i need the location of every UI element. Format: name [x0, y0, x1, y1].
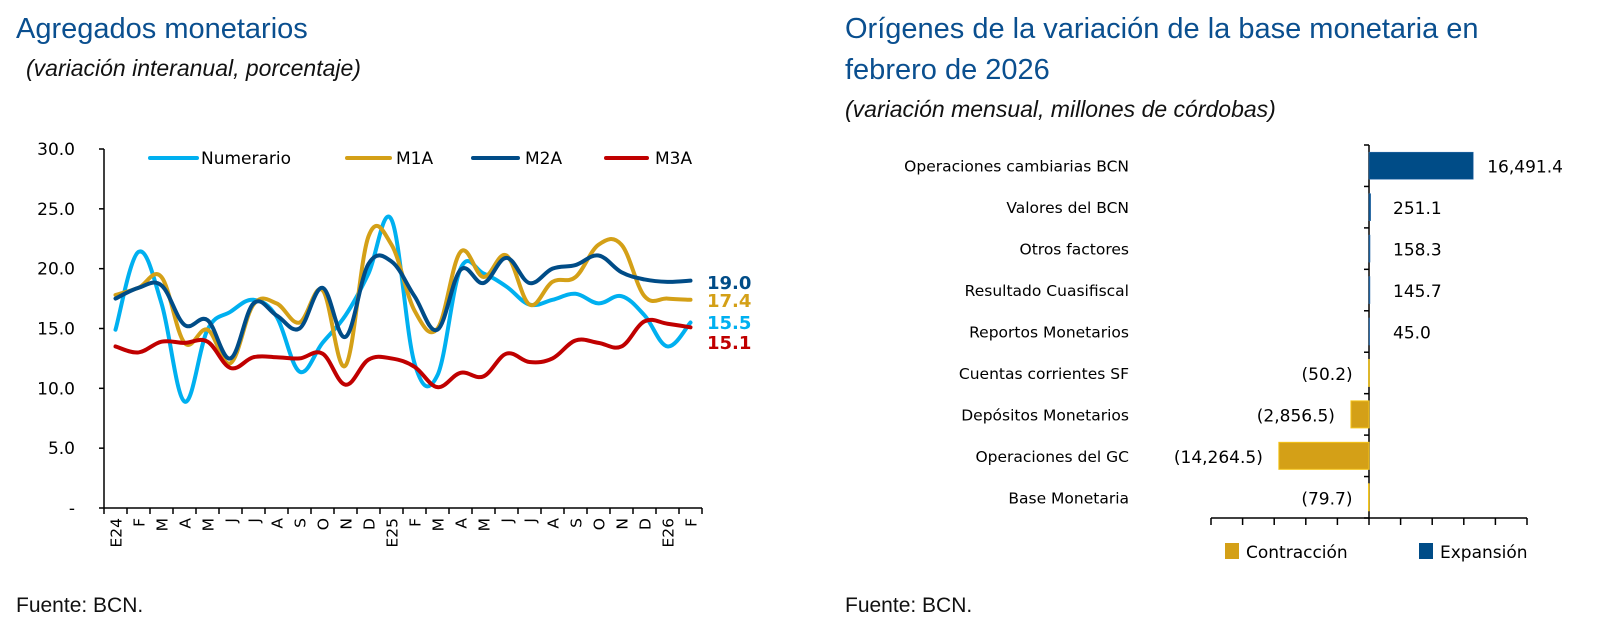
end-label-m2a: 19.0 [707, 273, 751, 294]
end-label-m1a: 17.4 [707, 291, 751, 312]
category-label: Reportos Monetarios [969, 324, 1129, 342]
y-tick-label: 5.0 [48, 439, 75, 459]
x-tick-label: F [407, 518, 425, 527]
x-tick-label: J [522, 518, 540, 524]
category-label: Resultado Cuasifiscal [965, 282, 1129, 300]
y-tick-label: 20.0 [37, 260, 75, 280]
category-label: Base Monetaria [1008, 489, 1129, 507]
right-chart-subtitle: (variación mensual, millones de córdobas… [845, 96, 1276, 122]
bar [1368, 276, 1371, 304]
category-label: Otros factores [1020, 241, 1129, 259]
x-tick-label: A [545, 518, 563, 529]
x-tick-label: A [177, 518, 195, 529]
x-tick-label: F [131, 518, 149, 527]
x-tick-label: N [338, 518, 356, 530]
x-tick-label: E24 [108, 518, 126, 548]
value-label: (14,264.5) [1174, 448, 1263, 468]
value-label: 16,491.4 [1487, 158, 1563, 178]
category-label: Cuentas corrientes SF [959, 365, 1129, 383]
value-label: 251.1 [1393, 199, 1442, 219]
x-tick-label: A [453, 518, 471, 529]
bar [1368, 358, 1370, 387]
category-label: Valores del BCN [1006, 199, 1129, 217]
series-line-m1a [113, 223, 693, 369]
series-line-numerario [113, 214, 693, 404]
legend-label-m2a: M2A [525, 149, 562, 169]
x-tick-label: D [361, 518, 379, 530]
legend-label-m3a: M3A [655, 149, 692, 169]
y-tick-label: 25.0 [37, 200, 75, 220]
value-label: 158.3 [1393, 241, 1442, 261]
end-label-numerario: 15.5 [707, 313, 751, 334]
value-label: (2,856.5) [1257, 406, 1335, 426]
right-chart-title-line-1: Orígenes de la variación de la base mone… [845, 13, 1479, 45]
x-tick-label: M [154, 518, 172, 531]
category-label: Operaciones del GC [975, 448, 1129, 466]
x-tick-label: A [269, 518, 287, 529]
x-tick-label: S [568, 518, 586, 528]
x-tick-label: O [315, 518, 333, 530]
x-tick-label: S [292, 518, 310, 528]
x-tick-label: J [499, 518, 517, 524]
right-chart-title-line-2: febrero de 2026 [845, 54, 1050, 86]
value-label: 45.0 [1393, 324, 1431, 344]
category-label: Depósitos Monetarios [961, 406, 1129, 424]
legend-label-expansion: Expansión [1440, 543, 1528, 563]
bar [1367, 483, 1370, 512]
left-chart-title: Agregados monetarios [16, 13, 308, 45]
left-chart-source: Fuente: BCN. [16, 594, 143, 617]
end-label-m3a: 15.1 [707, 333, 751, 354]
x-tick-label: M [476, 518, 494, 531]
value-label: (50.2) [1302, 365, 1353, 385]
value-label: 145.7 [1393, 282, 1442, 302]
legend-swatch-expansion [1419, 543, 1433, 559]
legend-swatch-contraccion [1225, 543, 1239, 559]
x-tick-label: J [223, 518, 241, 524]
legend-label-m1a: M1A [396, 149, 433, 169]
bar [1368, 234, 1371, 263]
bar [1368, 317, 1370, 346]
x-tick-label: M [430, 518, 448, 531]
x-tick-label: D [637, 518, 655, 530]
category-label: Operaciones cambiarias BCN [904, 158, 1129, 176]
legend-label-numerario: Numerario [201, 149, 291, 169]
x-tick-label: J [246, 518, 264, 524]
series-line-m3a [113, 317, 693, 390]
bar [1368, 193, 1371, 221]
value-label: (79.7) [1301, 489, 1352, 509]
x-tick-label: O [591, 518, 609, 530]
y-tick-label: 10.0 [37, 379, 75, 399]
bar [1278, 441, 1370, 470]
x-tick-label: E26 [660, 518, 678, 548]
bar [1368, 151, 1474, 180]
left-chart-subtitle: (variación interanual, porcentaje) [26, 55, 361, 81]
x-tick-label: M [200, 518, 218, 531]
y-tick-label: - [69, 499, 75, 519]
y-tick-label: 15.0 [37, 320, 75, 340]
x-tick-label: N [614, 518, 632, 530]
bar [1350, 400, 1370, 429]
legend-label-contraccion: Contracción [1246, 543, 1348, 563]
series-line-m2a [113, 253, 693, 361]
x-tick-label: E25 [384, 518, 402, 548]
y-tick-label: 30.0 [37, 140, 75, 160]
right-chart-source: Fuente: BCN. [845, 594, 972, 617]
x-tick-label: F [683, 518, 701, 527]
